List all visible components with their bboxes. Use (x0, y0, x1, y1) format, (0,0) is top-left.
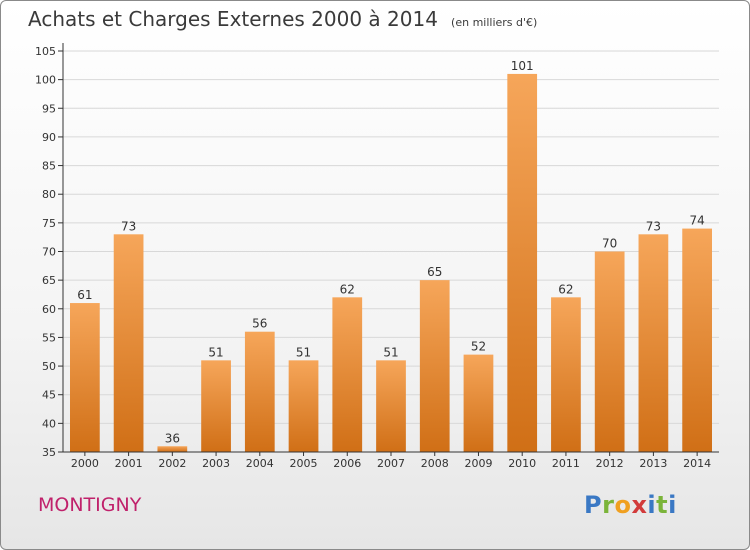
data-label-2004: 56 (252, 317, 267, 331)
bar-2009 (463, 354, 494, 452)
data-label-2003: 51 (208, 345, 223, 359)
bar-2002 (157, 446, 188, 452)
data-label-2011: 62 (558, 282, 573, 296)
y-tick-label: 60 (42, 303, 56, 316)
data-label-2013: 73 (646, 219, 661, 233)
x-tick-label-2012: 2012 (596, 457, 624, 470)
x-tick-label-2007: 2007 (377, 457, 405, 470)
x-tick-label-2014: 2014 (683, 457, 711, 470)
x-tick-label-2002: 2002 (158, 457, 186, 470)
bar-2013 (638, 234, 669, 452)
x-tick-label-2000: 2000 (71, 457, 99, 470)
data-label-2007: 51 (383, 345, 398, 359)
logo-letter: P (584, 491, 603, 519)
title-text: Achats et Charges Externes 2000 à 2014 (28, 7, 438, 31)
data-label-2010: 101 (511, 59, 534, 73)
bars (69, 73, 713, 453)
x-tick-label-2001: 2001 (115, 457, 143, 470)
y-tick-label: 90 (42, 131, 56, 144)
data-label-2005: 51 (296, 345, 311, 359)
data-label-2001: 73 (121, 219, 136, 233)
y-tick-label: 100 (35, 74, 56, 87)
x-tick-label-2011: 2011 (552, 457, 580, 470)
logo-letter: i (668, 491, 677, 519)
bar-2007 (376, 360, 406, 452)
y-tick-label: 65 (42, 274, 56, 287)
y-tick-label: 95 (42, 102, 56, 115)
y-tick-label: 40 (42, 417, 56, 430)
logo-letter: r (602, 491, 615, 519)
y-tick-label: 80 (42, 188, 56, 201)
logo-letter: t (656, 491, 669, 519)
y-tick-label: 105 (35, 45, 56, 58)
bar-2014 (682, 228, 713, 452)
data-label-2000: 61 (77, 288, 92, 302)
x-tick-label-2003: 2003 (202, 457, 230, 470)
data-labels: 61 73 36 51 56 51 62 51 65 52 101 62 70 73 74 (77, 59, 705, 445)
y-tick-label: 35 (42, 446, 56, 459)
commune-name: MONTIGNY (38, 494, 142, 516)
bar-2006 (332, 297, 363, 452)
x-axis-ticks: 2000 2001 2002 2003 2004 2005 2006 2007 2008 2009… (71, 452, 711, 470)
logo-letter: i (647, 491, 657, 519)
axes (62, 43, 719, 453)
logo-letter: x (631, 491, 648, 519)
bar-2008 (419, 280, 450, 452)
data-label-2009: 52 (471, 340, 486, 354)
data-label-2008: 65 (427, 265, 442, 279)
bar-2001 (113, 234, 144, 452)
bar-2005 (288, 360, 319, 452)
x-tick-label-2013: 2013 (639, 457, 667, 470)
y-tick-label: 85 (42, 160, 56, 173)
data-label-2012: 70 (602, 237, 617, 251)
y-tick-label: 70 (42, 246, 56, 259)
data-label-2002: 36 (165, 431, 180, 445)
bar-2000 (69, 303, 100, 452)
bar-2010 (507, 73, 538, 453)
x-tick-label-2004: 2004 (246, 457, 274, 470)
y-tick-label: 75 (42, 217, 56, 230)
bar-2011 (551, 297, 581, 452)
x-tick-label-2005: 2005 (290, 457, 318, 470)
bar-2004 (244, 331, 275, 452)
data-label-2014: 74 (689, 214, 704, 228)
bar-2012 (594, 251, 625, 452)
x-tick-label-2010: 2010 (508, 457, 536, 470)
y-axis-ticks: 35 40 45 50 55 60 65 70 75 80 85 90 95 100 105 (35, 45, 63, 459)
x-tick-label-2006: 2006 (333, 457, 361, 470)
x-tick-label-2008: 2008 (421, 457, 449, 470)
proxiti-logo: Proxiti (584, 491, 677, 519)
y-tick-label: 50 (42, 360, 56, 373)
logo-letter: o (614, 491, 632, 519)
bar-2003 (201, 360, 231, 452)
y-tick-label: 45 (42, 389, 56, 402)
unit-note: (en milliers d'€) (451, 16, 538, 29)
chart-title: Achats et Charges Externes 2000 à 2014 (… (28, 7, 537, 31)
data-label-2006: 62 (340, 282, 355, 296)
x-tick-label-2009: 2009 (464, 457, 492, 470)
y-tick-label: 55 (42, 331, 56, 344)
